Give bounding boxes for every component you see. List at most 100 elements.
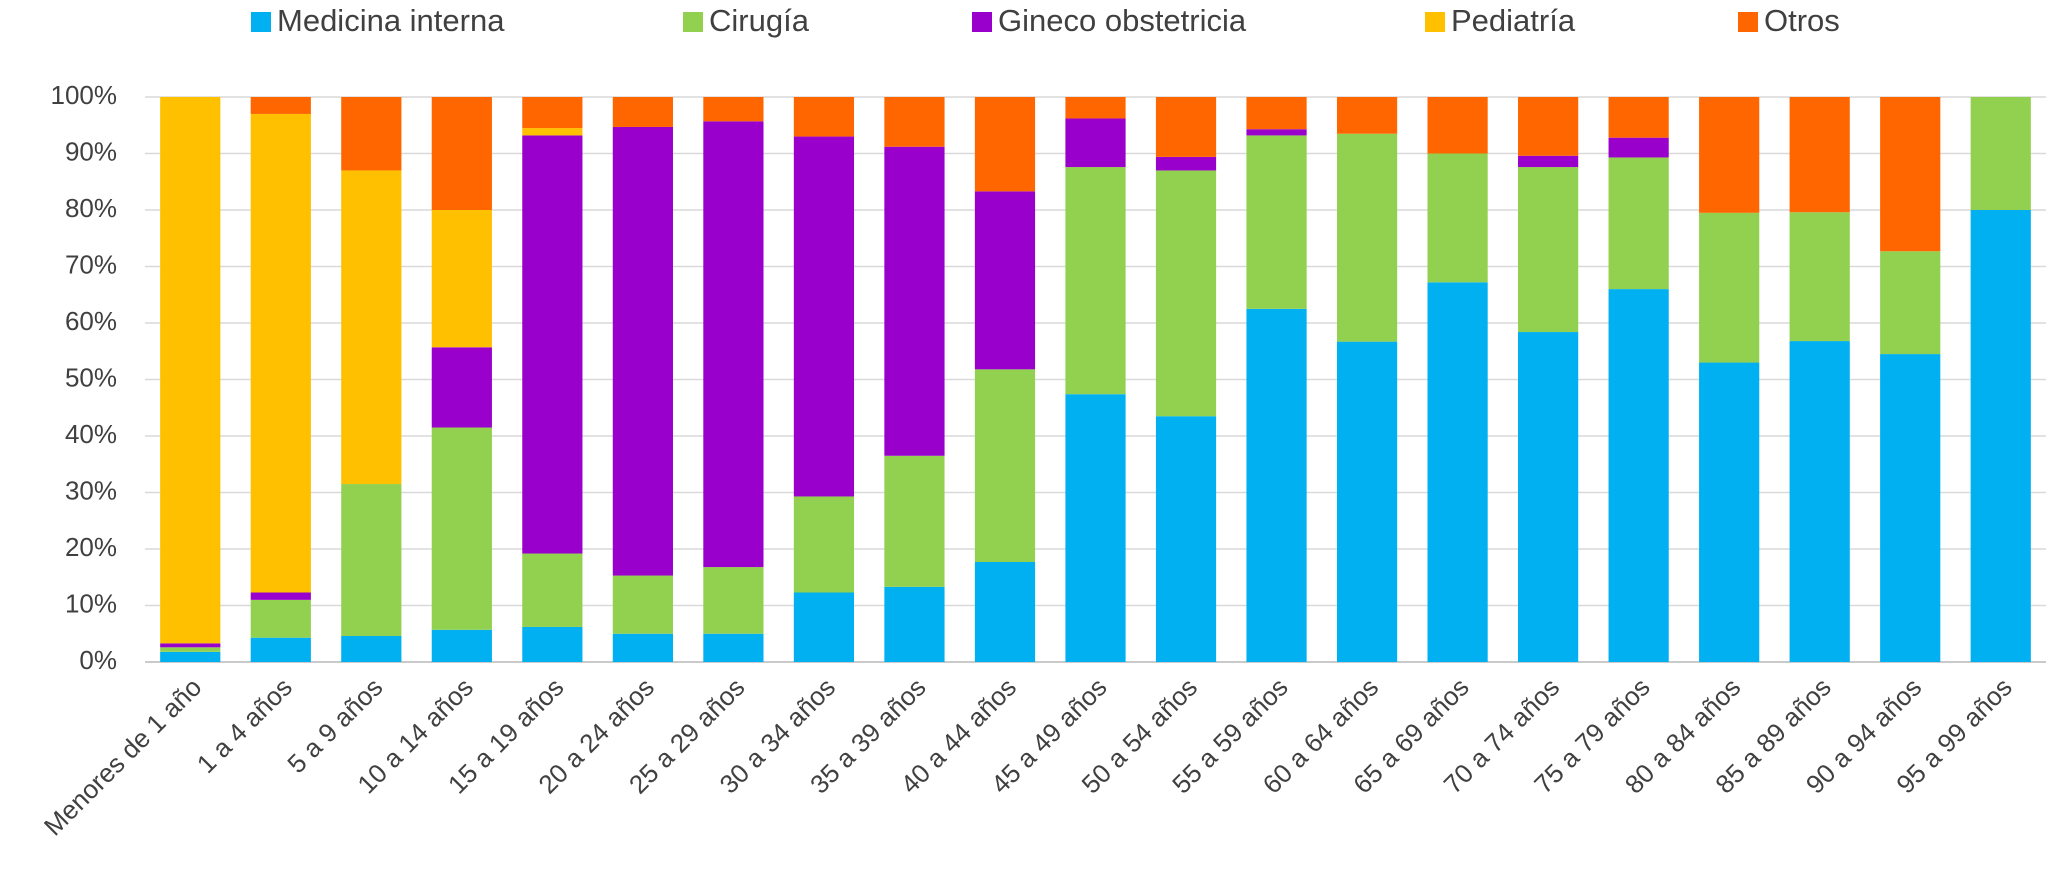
bar-segment [341,484,402,637]
bar-segment [1246,97,1307,130]
bar-segment [1065,118,1126,168]
bar-segment [612,633,673,662]
bar-segment [160,651,221,662]
bar-segment [974,97,1036,192]
bar-segment [1065,394,1126,662]
bar-segment [793,496,855,593]
bar-segment [1608,137,1669,158]
x-tick-label: 1 a 4 años [191,672,298,779]
bar-segment [884,455,945,587]
bar-segment [1699,97,1760,213]
legend-swatch [1425,12,1445,32]
y-tick-label: 70% [65,249,117,279]
bar-segment [1336,341,1398,662]
legend-swatch [251,12,271,32]
bar-segment [522,97,583,129]
bar-segment [793,592,855,662]
bar-segment [703,633,764,662]
bar-segment [974,369,1036,562]
legend-label: Cirugía [709,3,810,38]
y-tick-label: 100% [51,80,118,110]
y-tick-label: 0% [79,645,117,675]
bar-segment [522,626,583,662]
bar-segment [1699,212,1760,363]
bar-segment [1427,97,1488,154]
bar-segment [884,146,945,456]
bar-segment [1789,97,1850,213]
legend-swatch [972,12,992,32]
bar-segment [1608,289,1669,662]
bar-segment [793,97,855,137]
bar-segment [1518,167,1579,333]
y-tick-label: 90% [65,136,117,166]
bar-segment [703,121,764,568]
bar-segment [974,561,1036,662]
legend-label: Gineco obstetricia [998,3,1247,38]
bar-segment [1518,155,1579,168]
bar-segment [160,647,221,652]
legend-label: Pediatría [1451,3,1576,38]
bar-segment [1518,97,1579,156]
bar-segment [1789,212,1850,342]
legend-label: Medicina interna [277,3,505,38]
bar-segment [703,97,764,122]
bar-segment [431,629,492,662]
bar-segment [793,136,855,497]
bar-segment [1246,135,1307,309]
bar-segment [1155,97,1217,157]
bar-segment [341,97,402,171]
bar-segment [1880,354,1941,662]
bar-segment [974,191,1036,370]
bar-segment [160,97,221,644]
bar-segment [1336,97,1398,134]
bar-segment [431,210,492,348]
bar-segment [703,567,764,634]
bar-segment [1608,97,1669,138]
bar-segment [1155,416,1217,662]
bar-segment [1065,167,1126,395]
bar-segment [341,170,402,485]
legend-swatch [683,12,703,32]
bar-segment [1970,97,2031,210]
bar-segment [1518,332,1579,662]
bar-segment [250,599,311,638]
bar-segment [1246,129,1307,136]
bar-segment [1880,97,1941,252]
bar-segment [250,97,311,114]
y-tick-label: 50% [65,362,117,392]
bar-segment [612,126,673,576]
bar-segment [612,575,673,634]
y-tick-label: 60% [65,306,117,336]
bar-segment [250,592,311,600]
bar-segment [1246,308,1307,662]
bar-segment [1155,156,1217,171]
bar-segment [884,586,945,662]
bar-segment [250,113,311,593]
bar-segment [1789,341,1850,662]
bar-segment [431,97,492,210]
bar-segment [1608,157,1669,290]
bar-segment [1970,210,2031,662]
bar-segment [1427,282,1488,662]
bar-segment [1880,251,1941,355]
legend-swatch [1738,12,1758,32]
bar-segment [1427,153,1488,283]
x-tick-label: Menores de 1 año [38,672,207,841]
bar-segment [160,643,221,648]
bar-segment [522,128,583,136]
bar-segment [884,97,945,147]
y-tick-label: 20% [65,532,117,562]
bar-segment [1699,362,1760,662]
legend-label: Otros [1764,3,1840,38]
bar-segment [522,553,583,627]
bar-segment [341,636,402,662]
y-tick-label: 30% [65,475,117,505]
bar-segment [250,637,311,662]
bar-segment [522,135,583,554]
y-tick-label: 10% [65,588,117,618]
y-tick-label: 40% [65,419,117,449]
bar-segment [1336,133,1398,342]
bar-segment [431,427,492,630]
bar-segment [1155,170,1217,417]
